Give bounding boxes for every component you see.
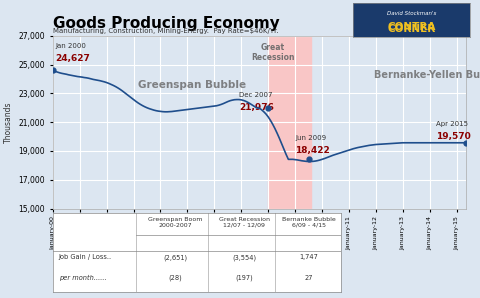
- Text: 24,627: 24,627: [55, 55, 90, 63]
- Text: Apr 2015: Apr 2015: [436, 120, 468, 127]
- Text: Greenspan Bubble: Greenspan Bubble: [138, 80, 246, 90]
- Text: Manufacturing, Construction, Mining-Energy.  Pay Rate=$46K/Yr.: Manufacturing, Construction, Mining-Ener…: [53, 28, 278, 34]
- Text: (28): (28): [168, 275, 182, 281]
- Text: Great Recession
12/07 - 12/09: Great Recession 12/07 - 12/09: [219, 217, 270, 228]
- Text: per month......: per month......: [59, 275, 106, 281]
- Y-axis label: Thousands: Thousands: [4, 101, 13, 143]
- Text: (2,651): (2,651): [163, 254, 187, 261]
- Text: Dec 2007: Dec 2007: [239, 92, 273, 98]
- Text: Goods Producing Economy: Goods Producing Economy: [53, 16, 279, 31]
- Text: CONTRA: CONTRA: [387, 22, 436, 32]
- Text: 27: 27: [305, 275, 313, 281]
- Text: 19,570: 19,570: [436, 131, 471, 141]
- Text: Jun 2009: Jun 2009: [295, 135, 326, 141]
- Bar: [268, 36, 311, 209]
- Text: (3,554): (3,554): [232, 254, 256, 261]
- Text: 21,976: 21,976: [239, 103, 274, 112]
- Text: Bernanke-Yellen Bubble: Bernanke-Yellen Bubble: [373, 69, 480, 80]
- Text: 18,422: 18,422: [295, 146, 330, 155]
- Text: Great
Recession: Great Recession: [251, 43, 294, 62]
- Text: Job Gain / Loss..: Job Gain / Loss..: [59, 254, 112, 260]
- Text: Bernanke Bubble
6/09 - 4/15: Bernanke Bubble 6/09 - 4/15: [282, 217, 336, 228]
- Text: Greenspan Boom
2000-2007: Greenspan Boom 2000-2007: [148, 217, 203, 228]
- Text: CORNER: CORNER: [387, 24, 436, 34]
- Text: (197): (197): [236, 275, 253, 281]
- Text: Jan 2000: Jan 2000: [55, 43, 86, 49]
- Text: 1,747: 1,747: [300, 254, 319, 260]
- Text: David Stockman's: David Stockman's: [387, 10, 436, 15]
